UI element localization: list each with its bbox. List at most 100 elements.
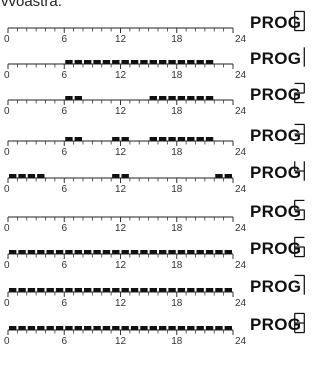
active-hour-block (177, 137, 186, 141)
active-hour-block (168, 250, 176, 254)
active-hour-block (74, 250, 82, 254)
active-hour-block (130, 288, 139, 292)
active-hour-block (37, 174, 45, 178)
prog-label: PROG (250, 126, 302, 145)
tick-label: 0 (4, 223, 10, 234)
program-number-digit (294, 161, 305, 181)
active-hour-block (168, 326, 176, 330)
active-hour-block (149, 250, 157, 254)
tick-label: 24 (235, 34, 247, 45)
program-number-digit (294, 199, 305, 221)
active-hour-block (159, 250, 167, 254)
tick-label: 6 (61, 298, 67, 309)
active-hour-block (102, 60, 111, 64)
active-hour-block (187, 250, 195, 254)
active-hour-block (112, 60, 120, 64)
active-hour-block (121, 60, 129, 64)
tick-label: 24 (235, 70, 247, 81)
active-hour-block (187, 326, 195, 330)
top-text: vvoastra. (1, 0, 62, 10)
tick-label: 18 (171, 147, 183, 158)
active-hour-block (55, 326, 64, 330)
tick-label: 12 (115, 34, 127, 45)
active-hour-block (205, 250, 214, 254)
active-hour-block (149, 137, 157, 141)
tick-label: 12 (115, 260, 127, 271)
tick-label: 6 (61, 147, 67, 158)
tick-label: 6 (61, 260, 67, 271)
tick-label: 0 (4, 336, 10, 347)
tick-label: 0 (4, 298, 10, 309)
tick-label: 24 (235, 184, 247, 195)
active-hour-block (215, 288, 223, 292)
tick-label: 18 (171, 184, 183, 195)
active-hour-block (130, 60, 139, 64)
prog-label: PROG (250, 13, 302, 32)
tick-label: 18 (171, 106, 183, 117)
active-hour-block (74, 60, 82, 64)
prog-label: PROG (250, 49, 302, 68)
active-hour-block (159, 288, 167, 292)
active-hour-block (93, 326, 101, 330)
active-hour-block (140, 60, 148, 64)
active-hour-block (149, 96, 157, 100)
tick-label: 0 (4, 260, 10, 271)
active-hour-block (46, 326, 54, 330)
active-hour-block (121, 326, 129, 330)
active-hour-block (27, 250, 36, 254)
active-hour-block (112, 174, 120, 178)
timeline-7: 0 6 12 18 24 (4, 288, 247, 309)
active-hour-block (37, 326, 45, 330)
active-hour-block (159, 96, 167, 100)
tick-label: 0 (4, 34, 10, 45)
tick-label: 24 (235, 106, 247, 117)
active-hour-block (55, 288, 64, 292)
program-number-digit (294, 236, 305, 258)
tick-label: 6 (61, 184, 67, 195)
timeline-0: 0 6 12 18 24 (4, 27, 247, 45)
tick-label: 24 (235, 260, 247, 271)
active-hour-block (130, 250, 139, 254)
active-hour-block (121, 137, 129, 141)
active-hour-block (27, 174, 36, 178)
tick-label: 12 (115, 70, 127, 81)
timeline-1: 0 6 12 18 24 (4, 60, 247, 81)
active-hour-block (9, 326, 17, 330)
tick-label: 24 (235, 298, 247, 309)
active-hour-block (196, 250, 204, 254)
active-hour-block (102, 326, 111, 330)
timeline-3: 0 6 12 18 24 (4, 137, 247, 158)
active-hour-block (196, 288, 204, 292)
active-hour-block (205, 288, 214, 292)
active-hour-block (140, 288, 148, 292)
program-number-digit (294, 82, 305, 104)
tick-label: 6 (61, 223, 67, 234)
active-hour-block (65, 137, 73, 141)
tick-label: 0 (4, 106, 10, 117)
prog-label: PROG (250, 315, 302, 334)
active-hour-block (149, 288, 157, 292)
active-hour-block (18, 288, 26, 292)
active-hour-block (74, 326, 82, 330)
program-number-digit (303, 47, 305, 67)
active-hour-block (46, 288, 54, 292)
program-number-digit (294, 312, 305, 334)
active-hour-block (102, 288, 111, 292)
active-hour-block (159, 326, 167, 330)
active-hour-block (65, 60, 73, 64)
tick-label: 24 (235, 147, 247, 158)
active-hour-block (65, 96, 73, 100)
active-hour-block (46, 250, 54, 254)
active-hour-block (215, 326, 223, 330)
active-hour-block (215, 250, 223, 254)
tick-label: 18 (171, 260, 183, 271)
tick-label: 12 (115, 147, 127, 158)
active-hour-block (149, 326, 157, 330)
active-hour-block (112, 326, 120, 330)
tick-label: 6 (61, 106, 67, 117)
active-hour-block (121, 288, 129, 292)
active-hour-block (18, 174, 26, 178)
tick-label: 18 (171, 298, 183, 309)
prog-label: PROG (250, 277, 302, 296)
active-hour-block (177, 96, 186, 100)
